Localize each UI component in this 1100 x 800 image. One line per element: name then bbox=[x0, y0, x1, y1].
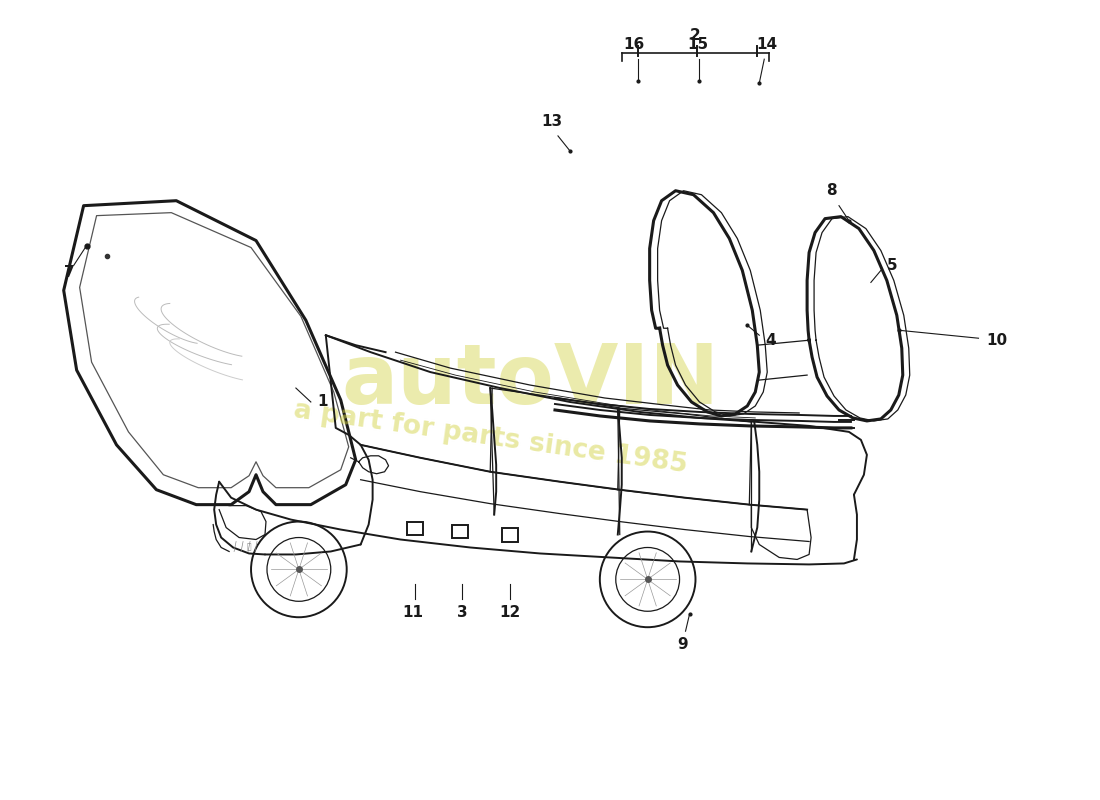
Text: 14: 14 bbox=[757, 38, 778, 52]
Text: 𝗠: 𝗠 bbox=[246, 542, 252, 551]
Text: 1: 1 bbox=[317, 394, 328, 410]
Bar bbox=[503, 527, 518, 542]
Text: 7: 7 bbox=[65, 265, 75, 280]
Text: 16: 16 bbox=[623, 38, 645, 52]
Text: 2: 2 bbox=[690, 28, 701, 43]
Text: a part for parts since 1985: a part for parts since 1985 bbox=[292, 398, 689, 478]
Text: 10: 10 bbox=[987, 333, 1008, 348]
Text: 12: 12 bbox=[499, 606, 520, 620]
Text: 9: 9 bbox=[678, 637, 688, 652]
Text: 8: 8 bbox=[826, 182, 836, 198]
Bar bbox=[452, 525, 469, 538]
Text: autoVIN: autoVIN bbox=[341, 339, 719, 421]
Text: 3: 3 bbox=[456, 606, 468, 620]
Text: 11: 11 bbox=[402, 606, 424, 620]
Text: 15: 15 bbox=[686, 38, 708, 52]
Text: 5: 5 bbox=[887, 258, 898, 273]
Text: 4: 4 bbox=[766, 333, 775, 348]
Text: 13: 13 bbox=[541, 114, 562, 129]
Bar bbox=[407, 522, 424, 534]
